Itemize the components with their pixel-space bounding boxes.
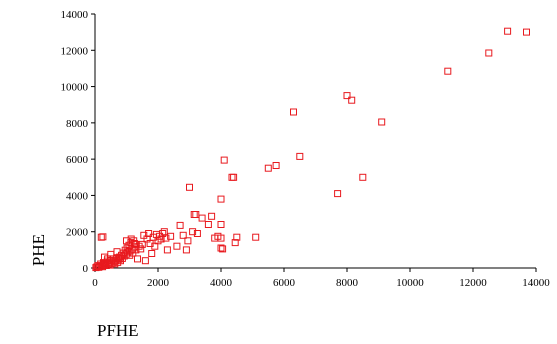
data-point [176,221,184,229]
data-point [359,173,367,181]
data-point [186,183,193,191]
data-point [444,67,452,75]
y-tick-label: 8000 [66,118,89,130]
x-tick-label: 0 [92,277,98,289]
data-point [296,152,304,160]
data-point [167,232,175,240]
y-tick-label: 4000 [66,190,89,202]
data-point [378,118,386,126]
data-point [228,173,236,181]
data-point [123,237,130,245]
data-point [230,173,238,181]
data-point [264,164,272,172]
x-tick-label: 14000 [522,277,550,289]
data-point [217,244,225,252]
y-axis-ticks: 0 2000 4000 6000 8000 10000 12000 14000 [61,9,95,275]
data-point [217,195,225,203]
x-tick-label: 4000 [210,277,233,289]
data-points [92,27,530,272]
y-tick-label: 12000 [61,45,89,57]
data-point [343,92,351,100]
data-point [485,49,493,57]
data-point [219,245,227,253]
data-point [504,27,512,35]
data-point [182,246,190,254]
y-tick-label: 10000 [61,82,89,94]
x-tick-label: 6000 [273,277,296,289]
y-tick-label: 6000 [66,154,89,166]
plot-area: 0 2000 4000 6000 8000 10000 12000 14000 0 2000 40… [61,9,551,289]
data-point [290,108,297,116]
x-tick-label: 8000 [336,277,359,289]
x-tick-label: 12000 [459,277,487,289]
data-point [233,233,241,241]
data-point [217,234,225,242]
data-point [99,233,107,241]
data-point [220,156,228,164]
data-point [272,162,280,169]
y-axis-title: PHE [29,234,48,266]
data-point [198,214,206,222]
x-tick-label: 10000 [396,277,424,289]
x-tick-label: 2000 [147,277,170,289]
y-tick-label: 2000 [66,227,89,239]
data-point [523,28,530,36]
data-point [204,221,212,228]
data-point [141,257,149,265]
data-point [138,240,146,248]
data-point [148,250,156,257]
data-point [184,237,192,245]
data-point [231,239,239,247]
data-point [162,234,170,242]
data-point [126,251,134,259]
data-point [334,190,342,198]
data-point [348,96,356,104]
y-tick-label: 14000 [61,9,89,21]
data-point [137,245,145,253]
y-tick-label: 0 [83,263,89,275]
x-axis-title: PFHE [97,321,139,340]
data-point [189,228,197,236]
data-point [217,221,225,228]
data-point [145,230,153,237]
data-point [192,211,200,218]
data-point [208,212,216,220]
data-point [193,230,201,237]
data-point [173,242,181,250]
data-point [163,246,171,254]
data-point [116,255,124,263]
data-point [190,211,198,218]
x-axis-ticks: 0 2000 4000 6000 8000 10000 12000 14000 [92,268,550,289]
data-point [134,255,141,263]
data-point [252,233,260,241]
data-point [113,248,121,256]
data-point [179,231,187,239]
